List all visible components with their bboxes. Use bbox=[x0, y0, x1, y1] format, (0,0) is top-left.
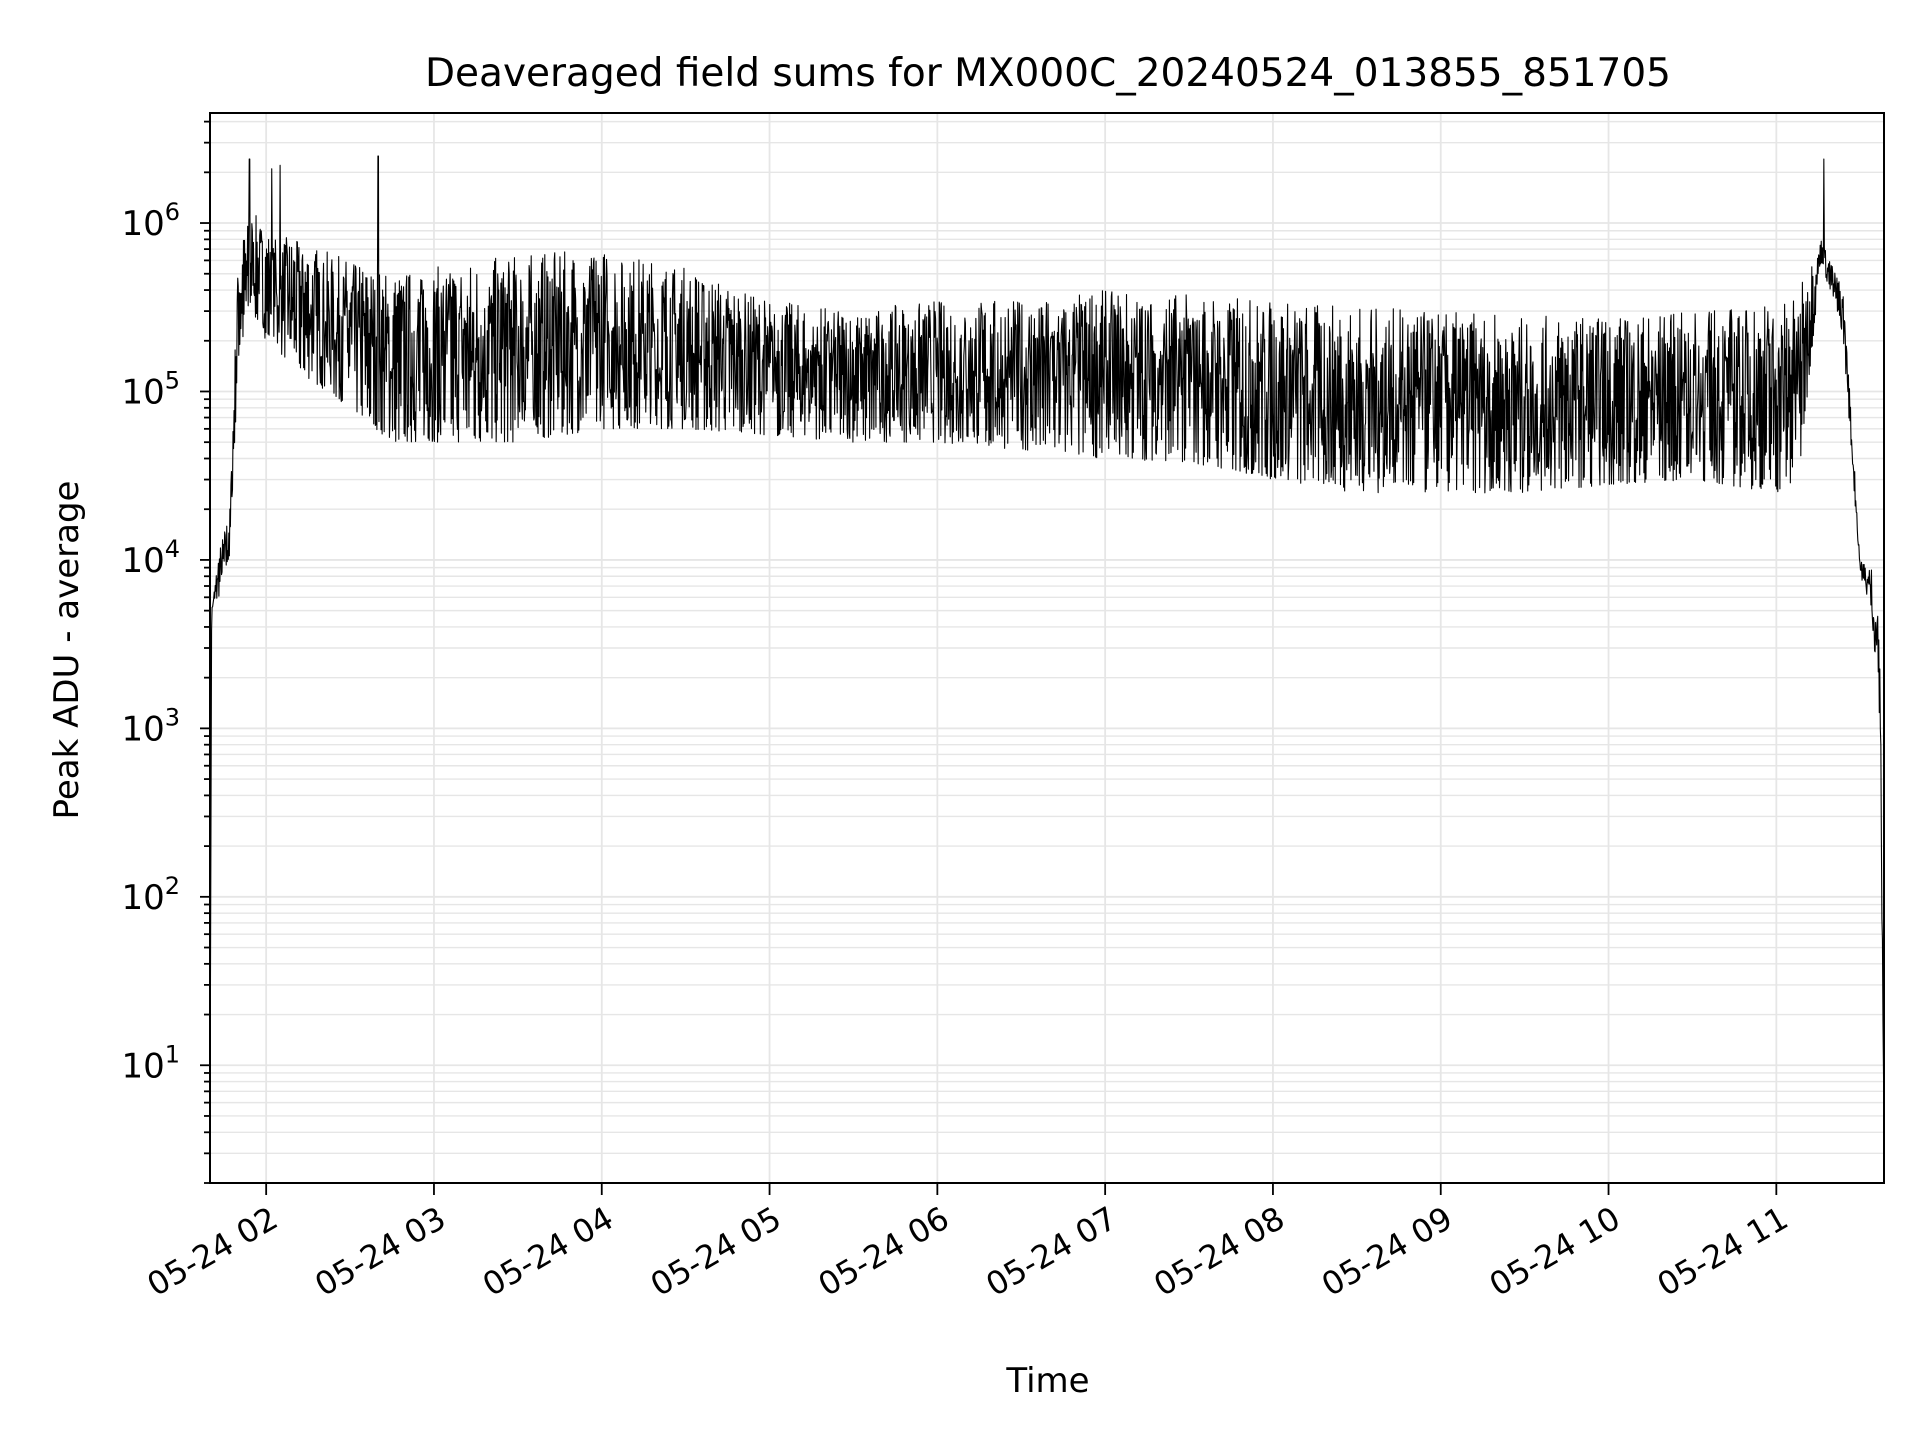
x-tick-label: 05-24 04 bbox=[476, 1199, 620, 1304]
y-tick-label: 106 bbox=[121, 198, 180, 244]
y-tick-label: 104 bbox=[121, 535, 180, 581]
x-tick-label: 05-24 11 bbox=[1651, 1199, 1795, 1304]
y-axis: 101 102 103 104 105 106 bbox=[121, 120, 210, 1184]
x-tick-label: 05-24 09 bbox=[1315, 1199, 1459, 1304]
y-tick-label: 105 bbox=[121, 366, 180, 412]
y-axis-label: Peak ADU - average bbox=[47, 481, 87, 820]
y-tick-label: 102 bbox=[121, 872, 180, 918]
x-tick-label: 05-24 03 bbox=[308, 1199, 452, 1304]
x-tick-label: 05-24 05 bbox=[644, 1199, 788, 1304]
x-tick-label: 05-24 08 bbox=[1147, 1199, 1291, 1304]
x-axis-label: Time bbox=[1005, 1361, 1089, 1401]
x-tick-label: 05-24 02 bbox=[141, 1199, 285, 1304]
grid bbox=[210, 113, 1884, 1184]
chart-title: Deaveraged field sums for MX000C_2024052… bbox=[425, 51, 1671, 96]
y-tick-label: 103 bbox=[121, 703, 180, 749]
data-series-line bbox=[209, 155, 1885, 1133]
x-tick-label: 05-24 06 bbox=[812, 1199, 956, 1304]
data-line-layer bbox=[209, 155, 1885, 1133]
y-tick-label: 101 bbox=[121, 1040, 180, 1086]
x-tick-label: 05-24 10 bbox=[1483, 1199, 1627, 1304]
x-axis: 05-24 02 05-24 03 05-24 04 05-24 05 05-24 06… bbox=[141, 1183, 1795, 1304]
x-tick-label: 05-24 07 bbox=[980, 1199, 1124, 1304]
